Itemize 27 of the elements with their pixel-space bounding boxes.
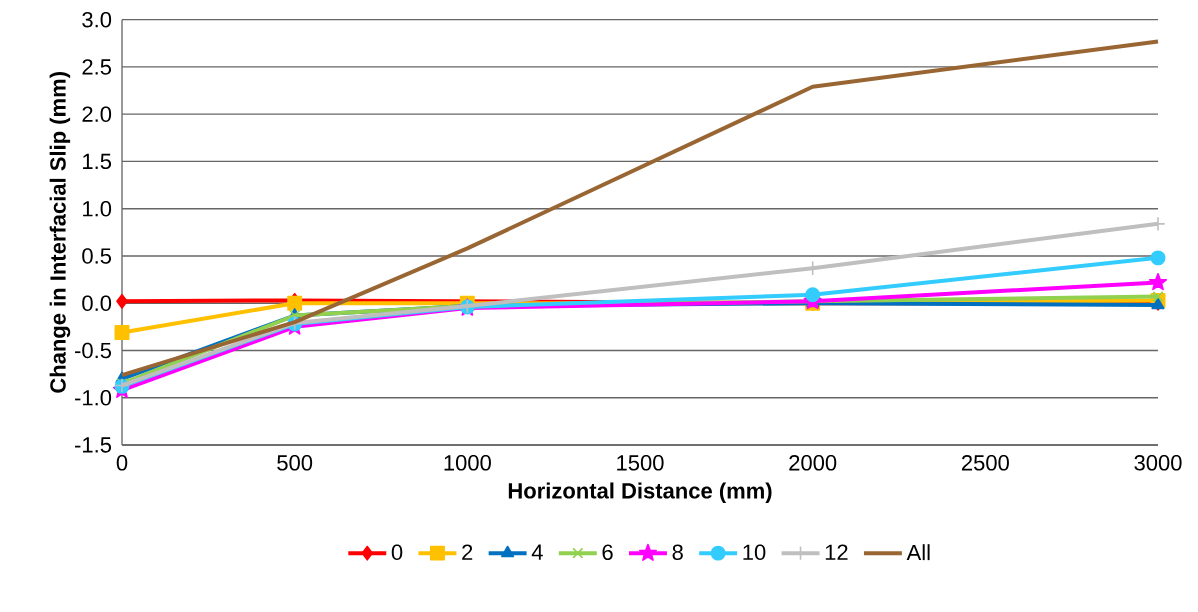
legend-label: 8 [672, 544, 683, 561]
y-tick-label: 3.0 [82, 11, 112, 28]
x-tick-label: 3000 [1134, 455, 1182, 471]
x-axis-title: Horizontal Distance (mm) [508, 482, 772, 503]
x-tick-label: 1500 [617, 455, 664, 471]
y-axis-title: Change in Interfacial Slip (mm) [49, 72, 71, 393]
x-tick-label: 2500 [961, 455, 1009, 471]
legend-label: 0 [391, 544, 403, 561]
legend-label: All [906, 544, 930, 561]
legend-label: 2 [462, 544, 473, 560]
y-tick-label: -1.5 [75, 437, 112, 453]
legend-label: 10 [743, 544, 766, 561]
x-tick-label: 1000 [444, 455, 491, 471]
legend-label: 4 [531, 544, 543, 560]
y-tick-label: 0.0 [82, 295, 112, 312]
legend-label: 12 [825, 544, 848, 560]
x-tick-label: 0 [116, 455, 128, 471]
legend-label: 6 [602, 544, 613, 561]
y-tick-label: 2.0 [82, 106, 112, 122]
y-tick-label: 1.0 [83, 200, 112, 217]
y-tick-label: -0.5 [75, 342, 112, 359]
y-tick-label: 1.5 [83, 153, 112, 170]
x-tick-label: 2000 [789, 455, 837, 471]
y-tick-label: -1.0 [75, 389, 112, 406]
y-tick-label: 2.5 [82, 59, 112, 75]
y-tick-label: 0.5 [82, 248, 112, 264]
x-tick-label: 500 [277, 455, 313, 471]
